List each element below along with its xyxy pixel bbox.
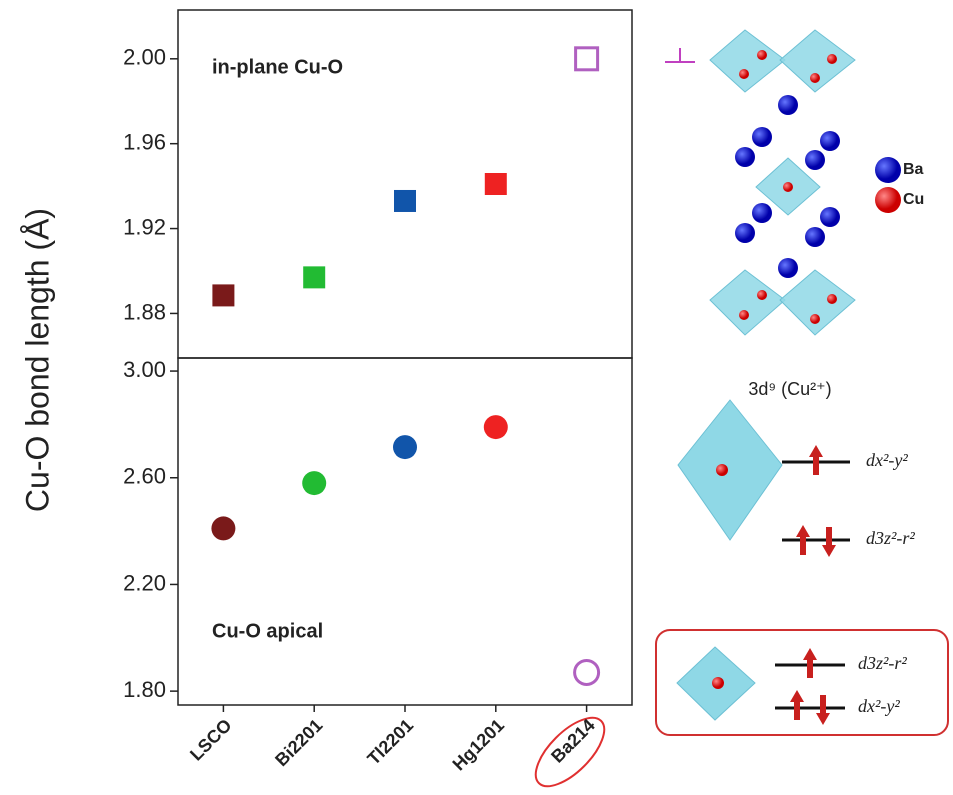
legend-label: Ba <box>903 161 924 178</box>
orbital-label: d3z²-r² <box>866 528 915 548</box>
circle-marker <box>302 471 326 495</box>
square-marker <box>303 266 325 288</box>
orbital-label: dx²-y² <box>866 450 908 470</box>
figure: Ba Cu 3d⁹ (Cu²⁺) dx²-y² d3z²-r² d3z²-r² … <box>0 0 953 795</box>
cu-atom <box>712 677 724 689</box>
y-tick-label: 1.92 <box>123 214 166 239</box>
circle-marker <box>484 415 508 439</box>
cu-atom <box>716 464 728 476</box>
square-marker <box>394 190 416 212</box>
crystal-structure <box>710 30 855 335</box>
square-marker <box>212 284 234 306</box>
circle-marker <box>211 516 235 540</box>
orbital-label: dx²-y² <box>858 696 900 716</box>
circle-marker <box>575 660 599 684</box>
y-tick-label: 2.00 <box>123 45 166 70</box>
config-label: 3d⁹ (Cu²⁺) <box>748 379 831 399</box>
spin-arrows <box>790 445 836 725</box>
legend-ba-icon <box>875 157 901 183</box>
y-tick-label: 1.96 <box>123 129 166 154</box>
octahedron <box>678 400 782 540</box>
axes-glyph <box>665 48 695 62</box>
x-tick-label: Bi2201 <box>271 715 326 770</box>
legend-cu-icon <box>875 187 901 213</box>
y-tick-label: 1.88 <box>123 299 166 324</box>
plot-frame <box>178 358 632 705</box>
legend-label: Cu <box>903 191 924 208</box>
orbital-label: d3z²-r² <box>858 653 907 673</box>
y-tick-label: 2.20 <box>123 570 166 595</box>
square-marker <box>485 173 507 195</box>
x-tick-label: LSCO <box>186 715 236 765</box>
y-tick-label: 3.00 <box>123 357 166 382</box>
circle-marker <box>393 435 417 459</box>
x-tick-label: Tl2201 <box>363 715 417 769</box>
y-axis-label: Cu-O bond length (Å) <box>19 208 55 512</box>
y-tick-label: 2.60 <box>123 464 166 489</box>
y-tick-label: 1.80 <box>123 677 166 702</box>
annotation: in-plane Cu-O <box>212 56 343 78</box>
square-marker <box>576 48 598 70</box>
x-tick-label: Hg1201 <box>449 715 508 774</box>
annotation: Cu-O apical <box>212 620 323 642</box>
